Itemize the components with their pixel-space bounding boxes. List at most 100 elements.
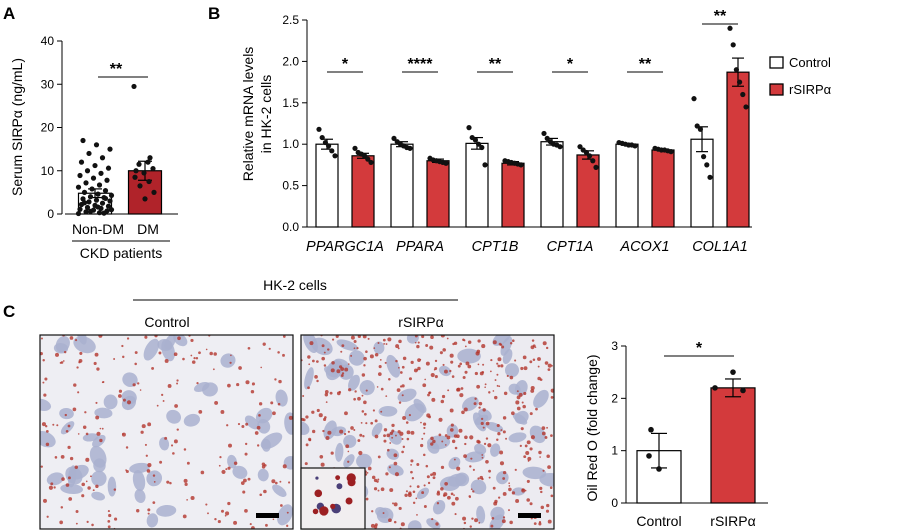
lipid-droplet <box>464 370 468 374</box>
inset-droplet <box>330 503 336 510</box>
panel-a-point <box>146 178 152 185</box>
lipid-droplet <box>496 423 500 428</box>
lipid-droplet <box>65 483 70 487</box>
lipid-droplet <box>279 480 282 483</box>
lipid-droplet <box>350 335 355 340</box>
lipid-droplet <box>516 395 521 400</box>
cell-nucleus <box>173 335 188 347</box>
panel-a-ylabel: Serum SIRPα (ng/mL) <box>9 58 25 196</box>
lipid-droplet <box>172 452 175 455</box>
lipid-droplet <box>413 368 418 373</box>
lipid-droplet <box>547 519 552 524</box>
lipid-droplet <box>96 367 100 371</box>
lipid-droplet <box>490 524 494 528</box>
lipid-droplet <box>457 364 461 368</box>
lipid-droplet <box>523 455 527 459</box>
lipid-droplet <box>479 475 483 480</box>
lipid-droplet <box>412 490 416 494</box>
lipid-droplet <box>502 477 506 480</box>
lipid-droplet <box>339 429 344 434</box>
lipid-droplet <box>227 466 231 470</box>
lipid-droplet <box>170 444 174 447</box>
lipid-droplet <box>549 486 553 489</box>
lipid-droplet <box>121 432 126 437</box>
lipid-droplet <box>454 496 459 501</box>
lipid-droplet <box>90 475 92 478</box>
lipid-droplet <box>79 351 83 355</box>
lipid-droplet <box>245 380 250 385</box>
lipid-droplet <box>530 389 535 393</box>
lipid-droplet <box>207 512 209 515</box>
panel-c-ytick-label: 1 <box>611 444 618 458</box>
panel-b-category-col1a1: COL1A1 <box>692 239 748 255</box>
lipid-droplet <box>136 509 140 513</box>
panel-a-point <box>150 165 156 172</box>
cell-nucleus <box>156 504 177 517</box>
lipid-droplet <box>377 478 380 481</box>
lipid-droplet <box>485 459 489 464</box>
lipid-droplet <box>152 501 156 504</box>
lipid-droplet <box>220 509 224 513</box>
panel-a-point <box>96 182 103 188</box>
panel-b-point <box>730 42 736 48</box>
lipid-droplet <box>367 337 370 340</box>
lipid-droplet <box>436 492 441 496</box>
lipid-droplet <box>53 486 56 489</box>
lipid-droplet <box>529 502 533 506</box>
lipid-droplet <box>183 478 188 483</box>
cell-nucleus <box>490 443 501 457</box>
lipid-droplet <box>225 468 228 471</box>
lipid-droplet <box>84 411 87 414</box>
lipid-droplet <box>132 383 136 387</box>
lipid-droplet <box>311 410 315 414</box>
lipid-droplet <box>410 459 414 463</box>
lipid-droplet <box>417 341 420 344</box>
lipid-droplet <box>456 387 461 392</box>
lipid-droplet <box>63 350 67 354</box>
lipid-droplet <box>430 335 434 340</box>
lipid-droplet <box>500 429 503 431</box>
lipid-droplet <box>40 465 43 468</box>
panel-b-ytick-label: 0.0 <box>282 220 299 234</box>
lipid-droplet <box>470 457 473 460</box>
lipid-droplet <box>489 370 492 373</box>
lipid-droplet <box>167 384 172 388</box>
lipid-droplet <box>383 434 386 438</box>
lipid-droplet <box>347 363 350 365</box>
panel-b-category-cpt1b: CPT1B <box>472 239 519 255</box>
panel-b-point <box>472 137 478 143</box>
lipid-droplet <box>496 384 499 387</box>
panel-a-point <box>77 206 83 212</box>
panel-a-point <box>147 155 153 161</box>
lipid-droplet <box>539 456 541 458</box>
lipid-droplet <box>484 383 487 386</box>
lipid-droplet <box>435 522 439 526</box>
panel-b-point <box>352 145 358 151</box>
lipid-droplet <box>362 335 367 339</box>
panel-c-ytick-label: 3 <box>611 339 618 353</box>
lipid-droplet <box>488 476 491 479</box>
lipid-droplet <box>509 520 513 525</box>
panel-a-point <box>80 196 86 202</box>
lipid-droplet <box>410 463 412 466</box>
lipid-droplet <box>174 404 178 408</box>
panel-c-ylabel: Oil Red O (fold change) <box>584 354 600 501</box>
lipid-droplet <box>540 505 545 510</box>
lipid-droplet <box>247 477 251 481</box>
lipid-droplet <box>474 397 477 400</box>
lipid-droplet <box>72 407 77 412</box>
lipid-droplet <box>383 343 386 345</box>
lipid-droplet <box>431 397 436 402</box>
lipid-droplet <box>464 442 467 446</box>
panel-b-bar-acox1-rsirpa <box>651 149 675 228</box>
lipid-droplet <box>398 401 402 404</box>
lipid-droplet <box>499 450 504 455</box>
lipid-droplet <box>331 361 335 365</box>
lipid-droplet <box>421 335 425 339</box>
lipid-droplet <box>525 451 530 456</box>
lipid-droplet <box>544 436 548 439</box>
lipid-droplet <box>404 493 408 498</box>
lipid-droplet <box>305 415 309 419</box>
inset-droplet <box>336 483 343 490</box>
lipid-droplet <box>526 440 531 445</box>
